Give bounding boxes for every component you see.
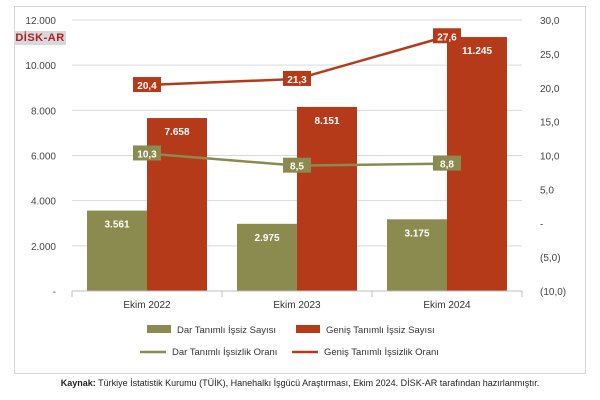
y-left-tick-label: 8.000 [31,106,56,117]
y-right-tick-label: 10,0 [540,152,560,163]
y-right-tick-label: (5,0) [540,253,561,264]
bar [87,210,147,291]
line-value-label: 8,8 [440,160,454,171]
y-right-tick-label: - [540,219,543,230]
y-right-tick-label: 20,0 [540,84,560,95]
y-left-tick-label: 6.000 [31,152,56,163]
chart-frame [14,6,586,374]
line-value-label: 27,6 [437,32,457,43]
line-value-box [283,70,311,86]
y-left-tick-label: 12.000 [25,16,56,27]
bar-value-label: 7.658 [164,127,189,138]
chart: 3.561 2.975 3.175 7.658 8.151 11.245 10,3 8,5 8… [25,16,566,358]
legend-label: Geniş Tanımlı İşsiz Sayısı [326,325,435,336]
legend-label: Geniş Tanımlı İşsizlik Oranı [324,347,439,358]
legend: Dar Tanımlı İşsiz Sayısı Geniş Tanımlı İş… [140,325,439,358]
line-value-box [133,77,161,93]
bar [387,219,447,291]
line-value-label: 20,4 [137,81,157,92]
bar-value-label: 3.175 [404,228,429,239]
line-value-box [283,157,311,173]
line-value-label: 8,5 [290,162,304,173]
y-right-tick-label: 25,0 [540,50,560,61]
bar [297,106,357,291]
legend-swatch [296,325,320,333]
y-left-tick-label: 4.000 [31,197,56,208]
brand-logo: DİSK-AR [14,31,66,45]
bar-value-label: 8.151 [314,116,339,127]
legend-label: Dar Tanımlı İşsiz Sayısı [177,325,276,336]
line-value-label: 21,3 [287,75,307,86]
bar [237,223,297,291]
bar-value-label: 11.245 [462,46,492,57]
y-right-tick-label: 30,0 [540,16,560,27]
source-text: Türkiye İstatistik Kurumu (TÜİK), Haneha… [95,378,540,388]
x-tick-label: Ekim 2022 [123,300,171,311]
bar-value-label: 3.561 [104,220,129,231]
y-right-tick-label: (10,0) [540,287,566,298]
legend-swatch [147,325,171,333]
x-tick-label: Ekim 2024 [423,300,471,311]
source-label: Kaynak: [60,378,96,388]
y-left-tick-label: 10.000 [25,61,56,72]
y-right-tick-label: 15,0 [540,118,560,129]
y-left-tick-label: - [53,287,56,298]
bar-value-label: 2.975 [254,233,279,244]
line-value-box [133,145,161,161]
y-left-tick-label: 2.000 [31,242,56,253]
line-value-box [433,28,461,44]
bar [147,118,207,292]
axes: - 2.000 4.000 6.000 8.000 10.000 12.000 (10,0) (… [25,16,566,311]
line-value-box [433,155,461,171]
y-right-tick-label: 5,0 [540,185,554,196]
legend-label: Dar Tanımlı İşsizlik Oranı [172,347,277,358]
line-value-label: 10,3 [137,149,157,160]
source-note: Kaynak: Türkiye İstatistik Kurumu (TÜİK)… [0,378,600,388]
lines: 10,3 8,5 8,8 20,4 21,3 27,6 [133,28,461,173]
x-tick-label: Ekim 2023 [273,300,321,311]
